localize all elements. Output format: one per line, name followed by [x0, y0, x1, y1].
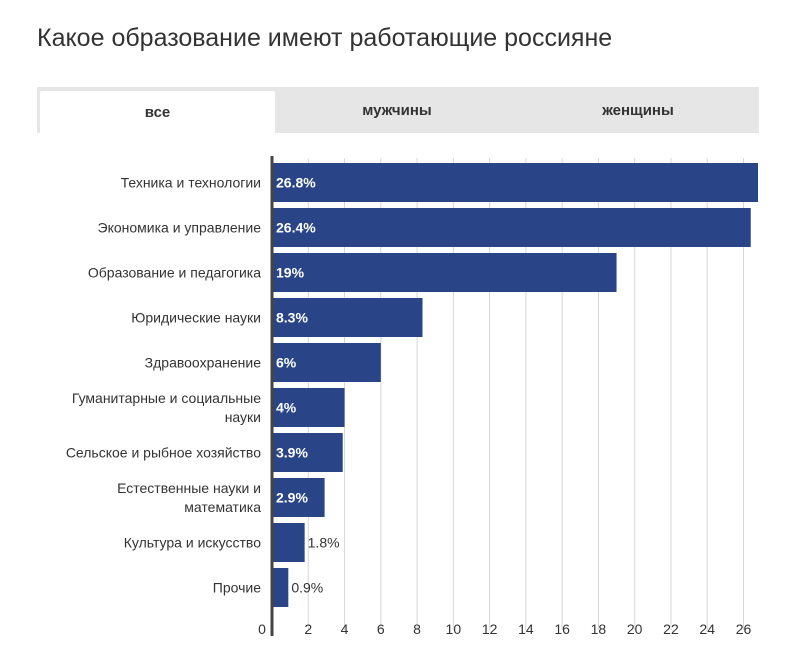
- tab-bar: все мужчины женщины: [37, 87, 759, 133]
- x-tick-label: 6: [377, 621, 385, 637]
- x-tick-label: 18: [591, 621, 607, 637]
- bar: [272, 343, 381, 382]
- category-label: Прочие: [213, 580, 261, 596]
- x-tick-label: 8: [413, 621, 421, 637]
- data-label: 26.8%: [276, 175, 316, 191]
- x-tick-label: 24: [699, 621, 715, 637]
- x-tick-label: 12: [482, 621, 498, 637]
- tab-all[interactable]: все: [40, 91, 275, 133]
- bar: [272, 523, 305, 562]
- data-label: 1.8%: [308, 535, 340, 551]
- data-label: 2.9%: [276, 490, 308, 506]
- category-label: Техника и технологии: [121, 175, 261, 191]
- category-label: науки: [225, 409, 261, 425]
- data-label: 19%: [276, 265, 305, 281]
- bar: [272, 298, 423, 337]
- category-label: Здравоохранение: [145, 355, 262, 371]
- x-tick-label: 16: [554, 621, 570, 637]
- bar: [272, 253, 617, 292]
- x-tick-label: 2: [304, 621, 312, 637]
- data-label: 6%: [276, 355, 297, 371]
- category-label: математика: [184, 499, 261, 515]
- data-label: 0.9%: [291, 580, 323, 596]
- category-label: Гуманитарные и социальные: [72, 390, 261, 406]
- category-label: Сельское и рыбное хозяйство: [66, 445, 261, 461]
- x-tick-label: 0: [258, 621, 266, 637]
- x-tick-label: 14: [518, 621, 534, 637]
- tab-men[interactable]: мужчины: [362, 101, 432, 119]
- category-label: Естественные науки и: [117, 480, 261, 496]
- x-tick-label: 22: [663, 621, 679, 637]
- data-label: 3.9%: [276, 445, 308, 461]
- category-label: Юридические науки: [131, 310, 261, 326]
- bar: [272, 433, 343, 472]
- category-label: Образование и педагогика: [88, 265, 261, 281]
- bar: [272, 568, 289, 607]
- bar: [272, 163, 758, 202]
- category-label: Экономика и управление: [98, 220, 262, 236]
- page-title: Какое образование имеют работающие росси…: [37, 24, 613, 52]
- bar: [272, 388, 345, 427]
- data-label: 26.4%: [276, 220, 316, 236]
- bar: [272, 208, 751, 247]
- tab-women[interactable]: женщины: [602, 101, 674, 119]
- data-label: 8.3%: [276, 310, 308, 326]
- bar: [272, 478, 325, 517]
- x-tick-label: 20: [627, 621, 643, 637]
- data-label: 4%: [276, 400, 297, 416]
- x-tick-label: 4: [341, 621, 349, 637]
- x-tick-label: 26: [736, 621, 752, 637]
- category-label: Культура и искусство: [124, 535, 261, 551]
- x-tick-label: 10: [446, 621, 462, 637]
